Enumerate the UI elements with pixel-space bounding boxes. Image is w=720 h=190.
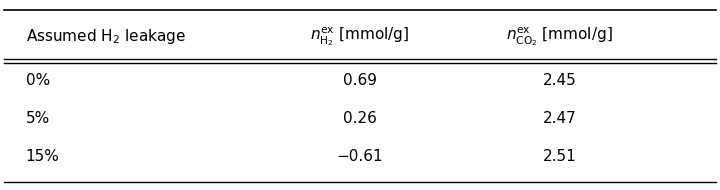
- Text: $n_{\mathrm{H_2}}^{\mathrm{ex}}$ [mmol/g]: $n_{\mathrm{H_2}}^{\mathrm{ex}}$ [mmol/g…: [310, 25, 410, 48]
- Text: 0%: 0%: [25, 73, 50, 88]
- Text: −0.61: −0.61: [337, 149, 383, 164]
- Text: 2.51: 2.51: [542, 149, 576, 164]
- Text: $n_{\mathrm{CO_2}}^{\mathrm{ex}}$ [mmol/g]: $n_{\mathrm{CO_2}}^{\mathrm{ex}}$ [mmol/…: [506, 25, 613, 48]
- Text: 2.47: 2.47: [542, 111, 576, 126]
- Text: 5%: 5%: [25, 111, 50, 126]
- Text: Assumed H$_2$ leakage: Assumed H$_2$ leakage: [25, 27, 186, 46]
- Text: 0.26: 0.26: [343, 111, 377, 126]
- Text: 2.45: 2.45: [542, 73, 576, 88]
- Text: 15%: 15%: [25, 149, 59, 164]
- Text: 0.69: 0.69: [343, 73, 377, 88]
